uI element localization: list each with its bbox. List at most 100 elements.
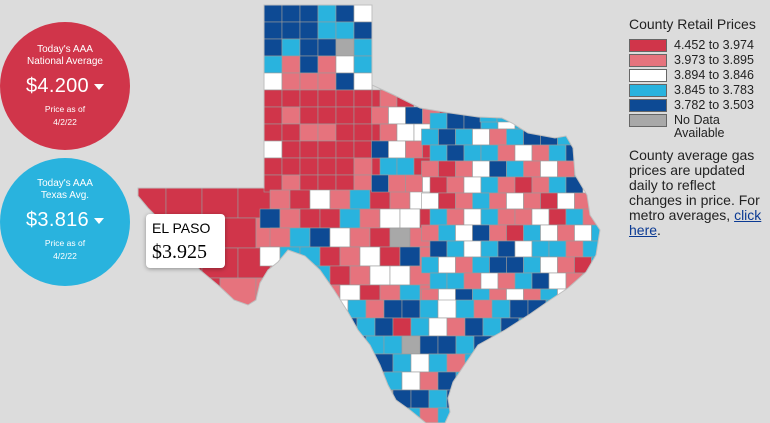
texas-county-map[interactable]: [130, 0, 610, 423]
county[interactable]: [405, 106, 423, 125]
county[interactable]: [299, 55, 319, 74]
county[interactable]: [497, 176, 516, 194]
county[interactable]: [338, 353, 358, 373]
county[interactable]: [263, 38, 283, 57]
county[interactable]: [329, 299, 349, 319]
county[interactable]: [389, 227, 411, 248]
county[interactable]: [527, 371, 547, 391]
county[interactable]: [383, 335, 403, 355]
county[interactable]: [419, 299, 439, 319]
county[interactable]: [547, 89, 566, 107]
county[interactable]: [500, 389, 520, 409]
county[interactable]: [599, 176, 610, 194]
county[interactable]: [335, 106, 355, 125]
county[interactable]: [455, 335, 475, 355]
county[interactable]: [446, 240, 465, 258]
county[interactable]: [531, 240, 550, 258]
county[interactable]: [582, 112, 600, 130]
county[interactable]: [581, 371, 600, 391]
county[interactable]: [509, 299, 529, 319]
county[interactable]: [353, 157, 373, 176]
county[interactable]: [527, 407, 547, 423]
county[interactable]: [329, 265, 351, 286]
county[interactable]: [540, 160, 558, 178]
county[interactable]: [506, 192, 524, 210]
county[interactable]: [437, 407, 457, 423]
county[interactable]: [548, 144, 567, 162]
county[interactable]: [309, 265, 331, 286]
county[interactable]: [309, 227, 331, 248]
county[interactable]: [455, 407, 475, 423]
county[interactable]: [405, 174, 423, 193]
county[interactable]: [609, 225, 611, 241]
county[interactable]: [165, 307, 203, 339]
county[interactable]: [279, 284, 301, 305]
county[interactable]: [497, 144, 516, 162]
county[interactable]: [591, 192, 609, 210]
county[interactable]: [455, 224, 473, 242]
county[interactable]: [530, 89, 549, 107]
county[interactable]: [548, 240, 567, 258]
county[interactable]: [353, 123, 373, 142]
county[interactable]: [513, 89, 532, 107]
county[interactable]: [464, 389, 484, 409]
county[interactable]: [591, 256, 609, 274]
county[interactable]: [339, 208, 361, 229]
county[interactable]: [438, 128, 456, 146]
county[interactable]: [536, 389, 556, 409]
county[interactable]: [497, 240, 516, 258]
county[interactable]: [447, 89, 466, 108]
county[interactable]: [359, 246, 381, 267]
county[interactable]: [405, 140, 423, 159]
county[interactable]: [598, 89, 610, 107]
county[interactable]: [335, 157, 355, 176]
county[interactable]: [557, 224, 575, 242]
county[interactable]: [299, 284, 321, 305]
county[interactable]: [317, 5, 337, 23]
county[interactable]: [299, 38, 319, 57]
county[interactable]: [281, 89, 301, 108]
county[interactable]: [429, 112, 448, 130]
county[interactable]: [269, 189, 291, 210]
county[interactable]: [464, 89, 483, 108]
county[interactable]: [599, 371, 610, 391]
county[interactable]: [438, 160, 456, 178]
county[interactable]: [591, 128, 609, 146]
county[interactable]: [554, 353, 574, 373]
county[interactable]: [609, 161, 611, 177]
county[interactable]: [413, 89, 432, 108]
county[interactable]: [455, 256, 473, 274]
county[interactable]: [329, 371, 349, 391]
county[interactable]: [347, 407, 367, 423]
county[interactable]: [428, 389, 448, 409]
county[interactable]: [429, 144, 448, 162]
county[interactable]: [609, 289, 611, 305]
county[interactable]: [491, 371, 511, 391]
county[interactable]: [299, 72, 319, 91]
county[interactable]: [557, 160, 575, 178]
county[interactable]: [509, 335, 529, 355]
county[interactable]: [374, 317, 394, 337]
county[interactable]: [335, 89, 355, 108]
county[interactable]: [572, 317, 592, 337]
county[interactable]: [281, 106, 301, 125]
county[interactable]: [259, 284, 281, 305]
county[interactable]: [299, 174, 319, 193]
county[interactable]: [319, 208, 341, 229]
county[interactable]: [329, 189, 351, 210]
county[interactable]: [317, 21, 337, 40]
county[interactable]: [531, 112, 550, 130]
county[interactable]: [582, 176, 600, 194]
county[interactable]: [514, 176, 533, 194]
county[interactable]: [574, 256, 592, 274]
county[interactable]: [263, 157, 283, 176]
county[interactable]: [563, 299, 583, 319]
county[interactable]: [299, 246, 321, 267]
county[interactable]: [263, 106, 283, 125]
county[interactable]: [359, 208, 381, 229]
county[interactable]: [388, 140, 406, 159]
county[interactable]: [438, 192, 456, 210]
county[interactable]: [531, 208, 550, 226]
county[interactable]: [480, 272, 499, 290]
county[interactable]: [590, 389, 609, 409]
